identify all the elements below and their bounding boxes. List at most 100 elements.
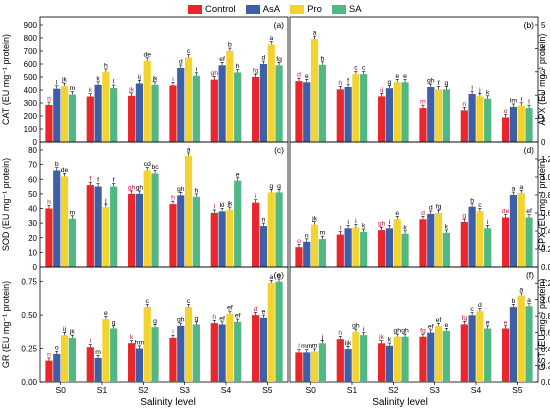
significance-letter: fg xyxy=(420,328,426,335)
significance-letter: g xyxy=(112,319,116,326)
significance-letter: gh xyxy=(128,184,136,191)
y-tick-label: 0.8 xyxy=(541,312,550,321)
bar-pro-s2 xyxy=(393,336,401,382)
y-tick-label: 1.0 xyxy=(541,296,550,305)
bar-control-s2 xyxy=(378,343,386,382)
bar-asa-s4 xyxy=(468,315,476,382)
bar-control-s0 xyxy=(45,104,53,142)
bar-pro-s2 xyxy=(143,170,151,267)
significance-letter: m xyxy=(320,230,326,237)
significance-letter: jk xyxy=(69,329,76,336)
significance-letter: a xyxy=(519,286,523,293)
bar-control-s1 xyxy=(86,185,94,267)
bar-asa-s0 xyxy=(53,170,61,267)
bar-sa-s1 xyxy=(110,328,118,382)
bar-pro-s3 xyxy=(184,307,193,382)
bar-sa-s4 xyxy=(484,228,492,267)
bar-sa-s2 xyxy=(151,327,159,382)
bar-asa-s1 xyxy=(94,186,102,267)
x-tick-label: S0 xyxy=(305,385,316,395)
significance-letter: e xyxy=(444,322,448,329)
bar-asa-s2 xyxy=(385,228,394,267)
x-axis-label-left: Salinity level xyxy=(140,397,196,408)
bar-pro-s4 xyxy=(476,311,484,382)
significance-letter: jk xyxy=(311,215,318,222)
panel-label: (c) xyxy=(274,145,284,155)
x-tick-label: S1 xyxy=(347,385,358,395)
bar-pro-s1 xyxy=(102,207,110,267)
significance-letter: e xyxy=(504,319,508,326)
significance-letter: fg xyxy=(253,68,259,75)
significance-letter: gh xyxy=(177,317,185,324)
significance-letter: f xyxy=(347,78,349,85)
bar-asa-s4 xyxy=(468,94,476,142)
significance-letter: k xyxy=(362,222,366,229)
significance-letter: o xyxy=(504,108,508,115)
significance-letter: gh xyxy=(427,78,435,85)
bar-asa-s3 xyxy=(427,87,435,142)
y-tick-label: 80 xyxy=(28,146,37,155)
significance-letter: m xyxy=(70,209,76,216)
significance-letter: jk xyxy=(226,201,233,208)
y-tick-label: 0.4 xyxy=(541,227,550,236)
bar-control-s0 xyxy=(295,81,303,142)
significance-letter: g xyxy=(194,315,198,322)
significance-letter: b xyxy=(55,161,59,168)
bar-pro-s4 xyxy=(226,209,234,267)
bar-pro-s0 xyxy=(310,351,319,382)
significance-letter: g xyxy=(269,183,273,190)
x-tick-label: S2 xyxy=(388,385,399,395)
significance-letter: ef xyxy=(235,313,241,320)
y-axis-label: GST (EU mg⁻¹ protein) xyxy=(537,278,547,370)
y-tick-label: 1.2 xyxy=(541,279,550,288)
significance-letter: gh xyxy=(177,186,185,193)
significance-letter: i xyxy=(347,219,349,226)
significance-letter: b xyxy=(512,298,516,305)
bar-control-s4 xyxy=(460,222,468,267)
bar-control-s5 xyxy=(252,77,260,142)
bar-asa-s5 xyxy=(259,317,268,382)
bar-pro-s1 xyxy=(102,71,110,142)
significance-letter: gh xyxy=(401,328,409,335)
bar-pro-s5 xyxy=(267,192,275,267)
significance-letter: l xyxy=(520,96,522,103)
significance-letter: d xyxy=(262,55,266,62)
significance-letter: c xyxy=(187,48,191,55)
significance-letter: fg xyxy=(276,56,282,63)
significance-letter: a xyxy=(187,146,191,153)
y-tick-label: 0.25 xyxy=(21,345,37,354)
bar-sa-s5 xyxy=(525,306,533,382)
bar-pro-s2 xyxy=(143,307,151,382)
significance-letter: e xyxy=(104,310,108,317)
y-tick-label: 600 xyxy=(24,60,38,69)
significance-letter: c xyxy=(470,306,474,313)
significance-letter: l xyxy=(56,79,58,86)
y-tick-label: 0.8 xyxy=(541,191,550,200)
bar-control-s2 xyxy=(378,230,386,267)
legend-label: SA xyxy=(348,3,362,15)
y-tick-label: 200 xyxy=(24,112,38,121)
bar-control-s0 xyxy=(295,247,303,267)
legend-item-control: Control xyxy=(188,4,236,15)
bar-control-s0 xyxy=(295,352,303,382)
y-tick-label: 0.50 xyxy=(21,311,37,320)
bar-pro-s3 xyxy=(434,326,443,382)
bar-pro-s1 xyxy=(352,74,360,142)
bar-control-s1 xyxy=(86,347,94,382)
significance-letter: o xyxy=(297,238,301,245)
bar-sa-s3 xyxy=(442,232,450,267)
bar-pro-s3 xyxy=(184,155,193,267)
significance-letter: ij xyxy=(380,87,384,94)
legend-item-asa: AsA xyxy=(245,4,280,15)
significance-letter: d xyxy=(254,306,258,313)
y-tick-label: 70 xyxy=(28,161,37,170)
bar-asa-s4 xyxy=(218,324,226,382)
significance-letter: n xyxy=(47,96,51,103)
significance-letter: kl xyxy=(220,202,225,209)
bar-sa-s0 xyxy=(318,343,326,382)
bar-sa-s4 xyxy=(234,180,242,267)
plot-frame xyxy=(39,141,289,268)
significance-letter: fg xyxy=(461,315,467,322)
y-tick-label: 1.0 xyxy=(541,173,550,182)
